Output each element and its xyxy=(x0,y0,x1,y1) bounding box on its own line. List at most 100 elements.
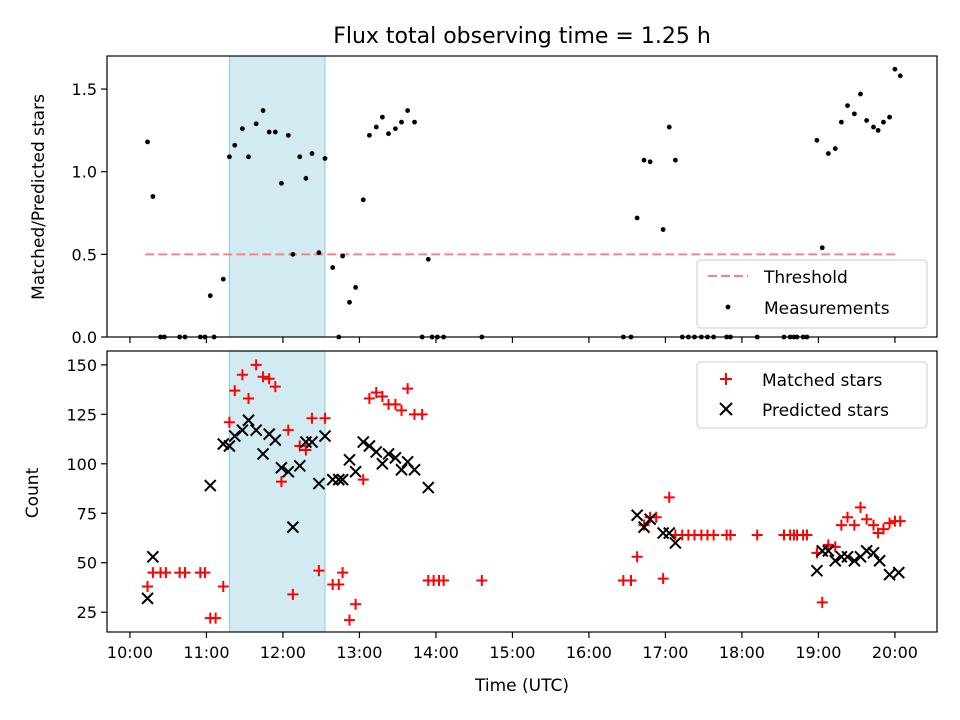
matched-star-point xyxy=(708,529,720,541)
predicted-star-point xyxy=(822,544,835,558)
matched-star-point xyxy=(801,529,813,541)
matched-star-point xyxy=(333,579,345,591)
predicted-star-point xyxy=(228,429,241,443)
top-y-axis-label: Matched/Predicted stars xyxy=(29,94,49,300)
predicted-star-point xyxy=(242,414,255,427)
predicted-star-point xyxy=(663,526,676,540)
measurement-point xyxy=(838,119,844,125)
measurement-point xyxy=(386,131,391,137)
predicted-star-point xyxy=(336,473,349,486)
bottom-panel: 25 50 75 100 125 150 10:00 11:00 12:00 13:00 14:0… xyxy=(23,350,938,696)
predicted-star-point xyxy=(236,423,249,437)
predicted-star-point xyxy=(643,512,657,526)
predicted-star-point xyxy=(204,479,217,492)
matched-star-point xyxy=(363,392,375,404)
predicted-star-point xyxy=(286,520,300,534)
x-tick-label: 10:00 xyxy=(107,643,153,662)
measurement-point xyxy=(207,293,213,299)
x-tick-label: 11:00 xyxy=(183,643,229,662)
predicted-star-point xyxy=(141,592,154,605)
measurement-point xyxy=(226,154,232,160)
predicted-star-point xyxy=(256,447,270,461)
measurement-point xyxy=(892,66,898,72)
predicted-star-point xyxy=(376,457,389,471)
matched-star-point xyxy=(250,359,262,371)
matched-star-point xyxy=(861,513,873,525)
matched-star-point xyxy=(855,501,867,513)
matched-star-point xyxy=(282,424,294,436)
measurement-point xyxy=(379,114,385,120)
measurement-point xyxy=(845,103,850,108)
threshold-legend-label: Threshold xyxy=(763,268,848,288)
matched-star-point xyxy=(822,539,834,551)
predicted-star-point xyxy=(312,477,326,490)
matched-star-point xyxy=(229,385,241,397)
matched-star-point xyxy=(263,373,275,385)
predicted-star-point xyxy=(408,463,421,476)
predicted-star-point xyxy=(326,473,339,486)
measurement-point xyxy=(145,139,150,145)
predicted-star-point xyxy=(841,550,854,564)
predicted-star-point xyxy=(343,453,356,467)
matched-star-point xyxy=(370,387,382,399)
matched-star-point xyxy=(416,408,428,420)
matched-star-point xyxy=(287,588,299,600)
predicted-star-point xyxy=(656,526,670,540)
matched-star-point xyxy=(179,567,191,579)
matched-star-point xyxy=(835,519,847,531)
measurement-point xyxy=(814,137,820,143)
measurement-point xyxy=(672,157,678,163)
measurement-point xyxy=(246,154,251,160)
measurement-point xyxy=(405,108,411,113)
measurement-point xyxy=(392,126,398,132)
matched-star-point xyxy=(657,573,669,585)
matched-star-point xyxy=(751,529,763,541)
y-tick-label: 1.0 xyxy=(72,163,97,182)
y-tick-label: 25 xyxy=(77,603,97,622)
x-tick-label: 18:00 xyxy=(719,643,765,662)
measurement-point xyxy=(340,253,346,259)
y-tick-label: 0.0 xyxy=(72,328,97,347)
measurement-point xyxy=(647,159,653,165)
top-shaded-region xyxy=(228,55,326,338)
matched-star-point xyxy=(294,440,306,452)
matched-star-point xyxy=(319,412,331,424)
measurement-point xyxy=(272,129,278,135)
x-tick-label: 13:00 xyxy=(336,643,382,662)
predicted-star-point xyxy=(810,564,824,577)
y-tick-label: 0.5 xyxy=(72,245,97,264)
measurement-point xyxy=(425,256,431,262)
bot-shaded-region xyxy=(228,350,326,633)
matched-star-point xyxy=(638,519,650,531)
measurement-point xyxy=(871,124,876,130)
predicted-star-point xyxy=(349,465,362,478)
predicted-star-point xyxy=(630,509,644,522)
measurement-point xyxy=(303,175,309,181)
matched-star-point xyxy=(210,612,222,624)
x-tick-label: 20:00 xyxy=(872,643,918,662)
measurement-point xyxy=(253,121,259,127)
matched-star-point xyxy=(877,523,889,535)
predicted-star-point xyxy=(269,433,282,447)
predicted-star-point xyxy=(275,461,288,474)
measurement-point xyxy=(220,276,226,282)
matched-star-point xyxy=(816,596,828,608)
measurement-point xyxy=(290,251,296,257)
measurement-point xyxy=(297,154,303,160)
measurement-point xyxy=(887,114,892,120)
predicted-star-point xyxy=(318,429,332,443)
matched-star-point xyxy=(402,383,414,395)
predicted-star-point xyxy=(146,550,160,564)
matched-star-point xyxy=(884,517,896,529)
measurement-point xyxy=(832,146,838,151)
y-tick-label: 150 xyxy=(66,356,97,375)
matched-star-point xyxy=(848,519,860,531)
measurements-legend-label: Measurements xyxy=(764,299,890,319)
top-panel: 0.0 0.5 1.0 1.5 Matched/Predicted stars Thr… xyxy=(29,55,938,347)
measurement-point xyxy=(373,124,379,130)
matched-star-point xyxy=(337,567,349,579)
matched-star-point xyxy=(841,511,853,523)
measurement-point xyxy=(279,180,284,186)
measurements-legend-swatch xyxy=(725,304,731,310)
